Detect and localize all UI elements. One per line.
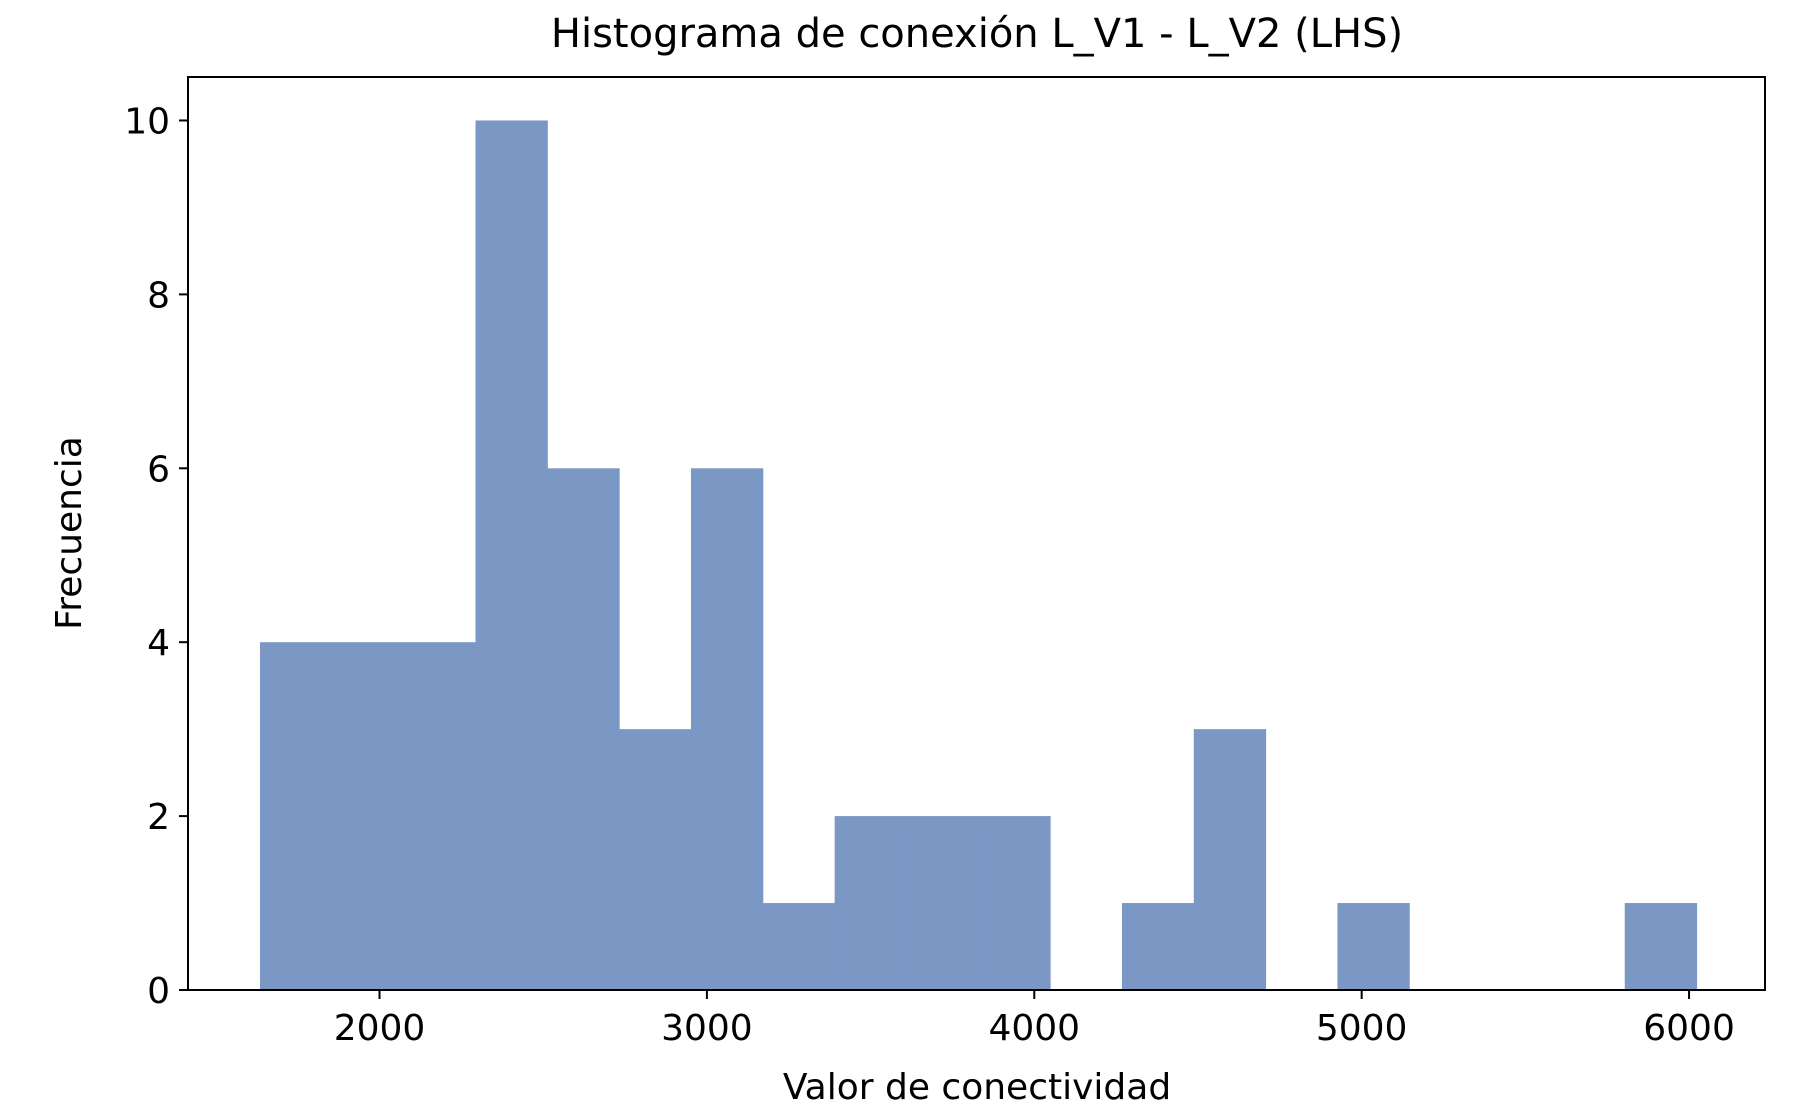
histogram-bar — [260, 642, 333, 990]
y-tick-label: 4 — [147, 623, 170, 664]
histogram-bar — [978, 816, 1051, 990]
histogram-bar — [547, 468, 620, 990]
histogram-bar — [762, 903, 836, 990]
x-tick-label: 3000 — [661, 1008, 753, 1049]
y-tick-label: 10 — [124, 101, 170, 142]
plot-frame — [187, 76, 1766, 991]
histogram-bar — [331, 642, 405, 990]
x-tick-label: 5000 — [1316, 1008, 1408, 1049]
y-tick-label: 2 — [147, 797, 170, 838]
histogram-bar — [690, 468, 764, 990]
histogram-bar — [1337, 903, 1410, 990]
histogram-bar — [475, 120, 548, 990]
x-tick-label: 2000 — [334, 1008, 426, 1049]
histogram-bar — [1624, 903, 1698, 990]
ticks-group: 2000 3000 4000 5000 6000 0 2 4 6 8 10 — [124, 101, 1735, 1049]
histogram-bar — [1121, 903, 1195, 990]
y-tick-label: 0 — [147, 971, 170, 1012]
bars-group — [260, 120, 1698, 990]
x-tick-label: 6000 — [1643, 1008, 1735, 1049]
histogram-bar — [403, 642, 477, 990]
y-axis-label: Frecuencia — [49, 436, 90, 630]
chart-title: Histograma de conexión L_V1 - L_V2 (LHS) — [551, 11, 1403, 57]
histogram-bar — [1193, 729, 1267, 990]
histogram-bar — [619, 729, 692, 990]
y-tick-label: 6 — [147, 449, 170, 490]
x-tick-label: 4000 — [988, 1008, 1080, 1049]
x-axis-label: Valor de conectividad — [783, 1067, 1171, 1108]
y-tick-label: 8 — [147, 275, 170, 316]
histogram-bar — [906, 816, 979, 990]
histogram-bar — [834, 816, 907, 990]
